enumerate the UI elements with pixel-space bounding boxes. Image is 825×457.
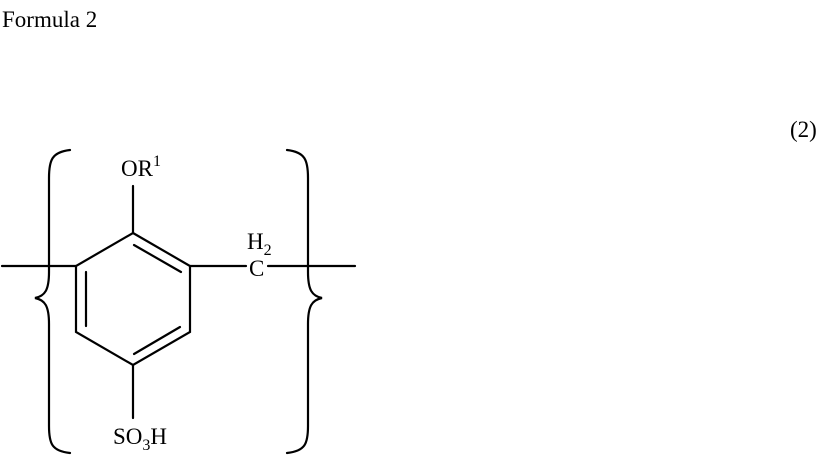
or1-label: OR1 bbox=[121, 153, 161, 181]
so3h-label: SO3H bbox=[113, 424, 167, 454]
left-bracket bbox=[35, 150, 70, 453]
right-bracket bbox=[287, 150, 322, 453]
h2-label: H2 bbox=[247, 229, 272, 259]
double-bond-top-right bbox=[134, 245, 181, 272]
c-label: C bbox=[249, 256, 264, 281]
benzene-ring bbox=[76, 233, 190, 365]
